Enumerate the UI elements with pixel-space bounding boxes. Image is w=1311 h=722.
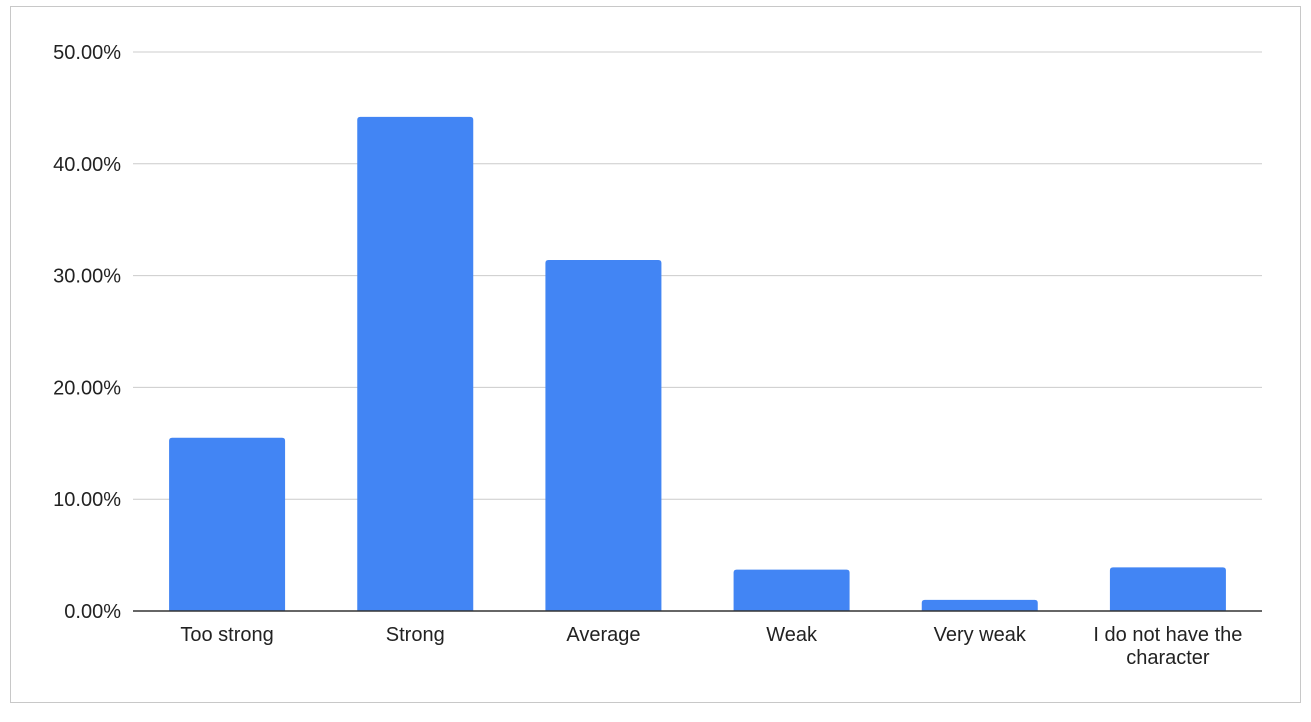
bar-too-strong: [169, 437, 286, 611]
x-category-label: I do not have the character: [1093, 624, 1242, 669]
y-tick-label: 0.00%: [64, 601, 121, 623]
gridlines: [133, 51, 1262, 500]
x-category-label: Average: [566, 624, 640, 646]
x-category-label: Very weak: [934, 624, 1027, 646]
bar-strong: [357, 116, 474, 612]
bars: [169, 116, 1226, 612]
x-category-label: Too strong: [180, 624, 273, 646]
bar-very-weak: [921, 599, 1038, 611]
bar-average: [545, 259, 662, 611]
y-tick-label: 40.00%: [53, 154, 121, 176]
y-tick-labels: 0.00% 10.00% 20.00% 30.00% 40.00% 50.00%: [53, 42, 121, 623]
x-category-label: Strong: [386, 624, 445, 646]
x-category-labels: Too strong Strong Average Weak Very weak I do…: [180, 624, 1242, 669]
y-tick-label: 20.00%: [53, 377, 121, 399]
y-tick-label: 50.00%: [53, 42, 121, 64]
bar-i-do-not-have-the-character: [1109, 567, 1226, 611]
bar-weak: [733, 569, 850, 611]
y-tick-label: 10.00%: [53, 489, 121, 511]
x-category-label: Weak: [766, 624, 818, 646]
y-tick-label: 30.00%: [53, 266, 121, 288]
